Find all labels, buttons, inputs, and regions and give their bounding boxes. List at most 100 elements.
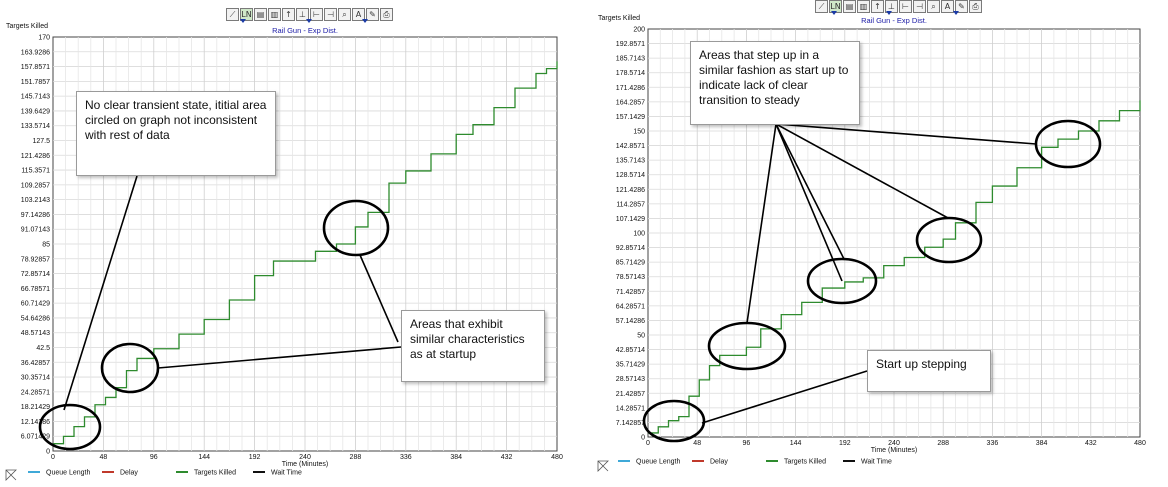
y-tick-label: 103.2143 (21, 197, 50, 204)
ln-icon[interactable]: LN (240, 8, 253, 21)
bars-icon[interactable]: ▤ (254, 8, 267, 21)
chart-panel-left: ⟋ LN ▤ ▥ ↑ ⊥ ⊢ ⊣ ⌕ A ✎ ⎙ Rail Gun - Exp Dist. 0 6.071… (0, 0, 572, 487)
zoom-icon[interactable]: ⌕ (927, 0, 940, 13)
y-tick-label: 178.5714 (616, 70, 645, 77)
chart-panel-right: ⟋ LN ▤ ▥ ↑ ⊥ ⊢ ⊣ ⌕ A ✎ ⎙ Rail Gun - Exp Dist. 0 7.142… (590, 0, 1168, 487)
y-tick-label: 60.71429 (21, 301, 50, 308)
pencil-icon[interactable]: ✎ (955, 0, 968, 13)
y-tick-label: 28.57143 (616, 376, 645, 383)
y-tick-label: 72.85714 (21, 271, 50, 278)
chart-title: Rail Gun - Exp Dist. (272, 26, 338, 35)
y-tick-label: 97.14286 (21, 212, 50, 219)
printer-icon[interactable]: ⎙ (380, 8, 393, 21)
pencil-icon[interactable]: ✎ (366, 8, 379, 21)
text-icon[interactable]: A (941, 0, 954, 13)
callout-line (701, 370, 868, 424)
callout-line (775, 123, 843, 282)
y-tick-label: 92.85714 (616, 245, 645, 252)
x-tick-label: 384 (450, 454, 462, 461)
y-tick-label: 14.28571 (616, 405, 645, 412)
y-tick-label: 64.28571 (616, 303, 645, 310)
y-tick-label: 0 (46, 449, 50, 456)
x-tick-label: 288 (937, 440, 949, 447)
y-tick-label: 91.07143 (21, 227, 50, 234)
y-tick-label: 66.78571 (21, 286, 50, 293)
x-tick-label: 432 (1085, 440, 1097, 447)
y-tick-label: 163.9286 (21, 49, 50, 56)
series-line-targets-killed (53, 61, 558, 445)
highlight-circle (322, 199, 390, 257)
step-icon[interactable]: ⊥ (296, 8, 309, 21)
y-tick-label: 151.7857 (21, 79, 50, 86)
y-tick-label: 114.2857 (616, 201, 645, 208)
resize-corner-icon (597, 460, 609, 472)
annotation-similar: Areas that exhibit similar characteristi… (401, 310, 545, 382)
bars-icon[interactable]: ▤ (843, 0, 856, 13)
zoom-icon[interactable]: ⌕ (338, 8, 351, 21)
y-tick-label: 50 (637, 333, 645, 340)
series-line-targets-killed (648, 100, 1141, 434)
y-tick-label: 171.4286 (616, 85, 645, 92)
x-tick-label: 240 (888, 440, 900, 447)
measure-icon[interactable]: ⊢ (899, 0, 912, 13)
y-tick-label: 142.8571 (616, 143, 645, 150)
chart-title: Rail Gun - Exp Dist. (861, 16, 927, 25)
printer-icon[interactable]: ⎙ (969, 0, 982, 13)
y-tick-label: 121.4286 (21, 153, 50, 160)
y-tick-label: 18.21429 (21, 404, 50, 411)
y-tick-label: 157.8571 (21, 64, 50, 71)
y-tick-label: 145.7143 (21, 94, 50, 101)
measure-icon[interactable]: ⊢ (310, 8, 323, 21)
step-icon[interactable]: ⊥ (885, 0, 898, 13)
text-icon[interactable]: A (352, 8, 365, 21)
y-tick-label: 78.92857 (21, 256, 50, 263)
legend-label: Targets Killed (194, 470, 236, 477)
x-axis-title: Time (Minutes) (871, 447, 917, 454)
pin-icon[interactable]: ↑ (282, 8, 295, 21)
highlight-circle (806, 257, 878, 305)
callout-line (359, 254, 399, 343)
annotation-startup-stepping: Start up stepping (867, 350, 991, 392)
chart-toolbar: ⟋ LN ▤ ▥ ↑ ⊥ ⊢ ⊣ ⌕ A ✎ ⎙ (815, 0, 982, 16)
callout-line (775, 123, 949, 219)
y-tick-label: 139.6429 (21, 108, 50, 115)
y-tick-label: 30.35714 (21, 375, 50, 382)
pin-icon[interactable]: ↑ (871, 0, 884, 13)
y-tick-label: 128.5714 (616, 172, 645, 179)
range-icon[interactable]: ⊣ (324, 8, 337, 21)
x-tick-label: 48 (693, 440, 701, 447)
y-tick-label: 71.42857 (616, 289, 645, 296)
x-tick-label: 432 (501, 454, 513, 461)
y-tick-label: 0 (641, 435, 645, 442)
range-icon[interactable]: ⊣ (913, 0, 926, 13)
line-chart-icon[interactable]: ⟋ (226, 8, 239, 21)
table-icon[interactable]: ▥ (857, 0, 870, 13)
highlight-circle (38, 403, 102, 451)
y-tick-label: 42.5 (36, 345, 50, 352)
x-tick-label: 0 (646, 440, 650, 447)
x-tick-label: 336 (400, 454, 412, 461)
table-icon[interactable]: ▥ (268, 8, 281, 21)
y-tick-label: 12.14286 (21, 419, 50, 426)
annotation-step-up: Areas that step up in a similar fashion … (690, 41, 860, 125)
y-tick-label: 7.142857 (616, 420, 645, 427)
y-axis-title: Targets Killed (6, 23, 48, 30)
callout-line (775, 123, 1037, 145)
chart-svg-left: Rail Gun - Exp Dist. 0 6.071429 12.14286 18.… (5, 19, 563, 481)
panel-gap (572, 0, 590, 487)
y-tick-label: 107.1429 (616, 216, 645, 223)
y-tick-label: 85.71429 (616, 260, 645, 267)
legend-label: Wait Time (861, 459, 892, 466)
x-tick-label: 336 (987, 440, 999, 447)
y-tick-label: 157.1429 (616, 114, 645, 121)
x-tick-label: 96 (743, 440, 751, 447)
y-tick-label: 164.2857 (616, 99, 645, 106)
line-chart-icon[interactable]: ⟋ (815, 0, 828, 13)
toolbar-marker (831, 11, 837, 15)
x-tick-label: 144 (198, 454, 210, 461)
y-tick-label: 133.5714 (21, 123, 50, 130)
x-tick-label: 192 (839, 440, 851, 447)
chart-toolbar: ⟋ LN ▤ ▥ ↑ ⊥ ⊢ ⊣ ⌕ A ✎ ⎙ (226, 8, 393, 24)
y-tick-label: 192.8571 (616, 41, 645, 48)
toolbar-marker (362, 19, 368, 23)
